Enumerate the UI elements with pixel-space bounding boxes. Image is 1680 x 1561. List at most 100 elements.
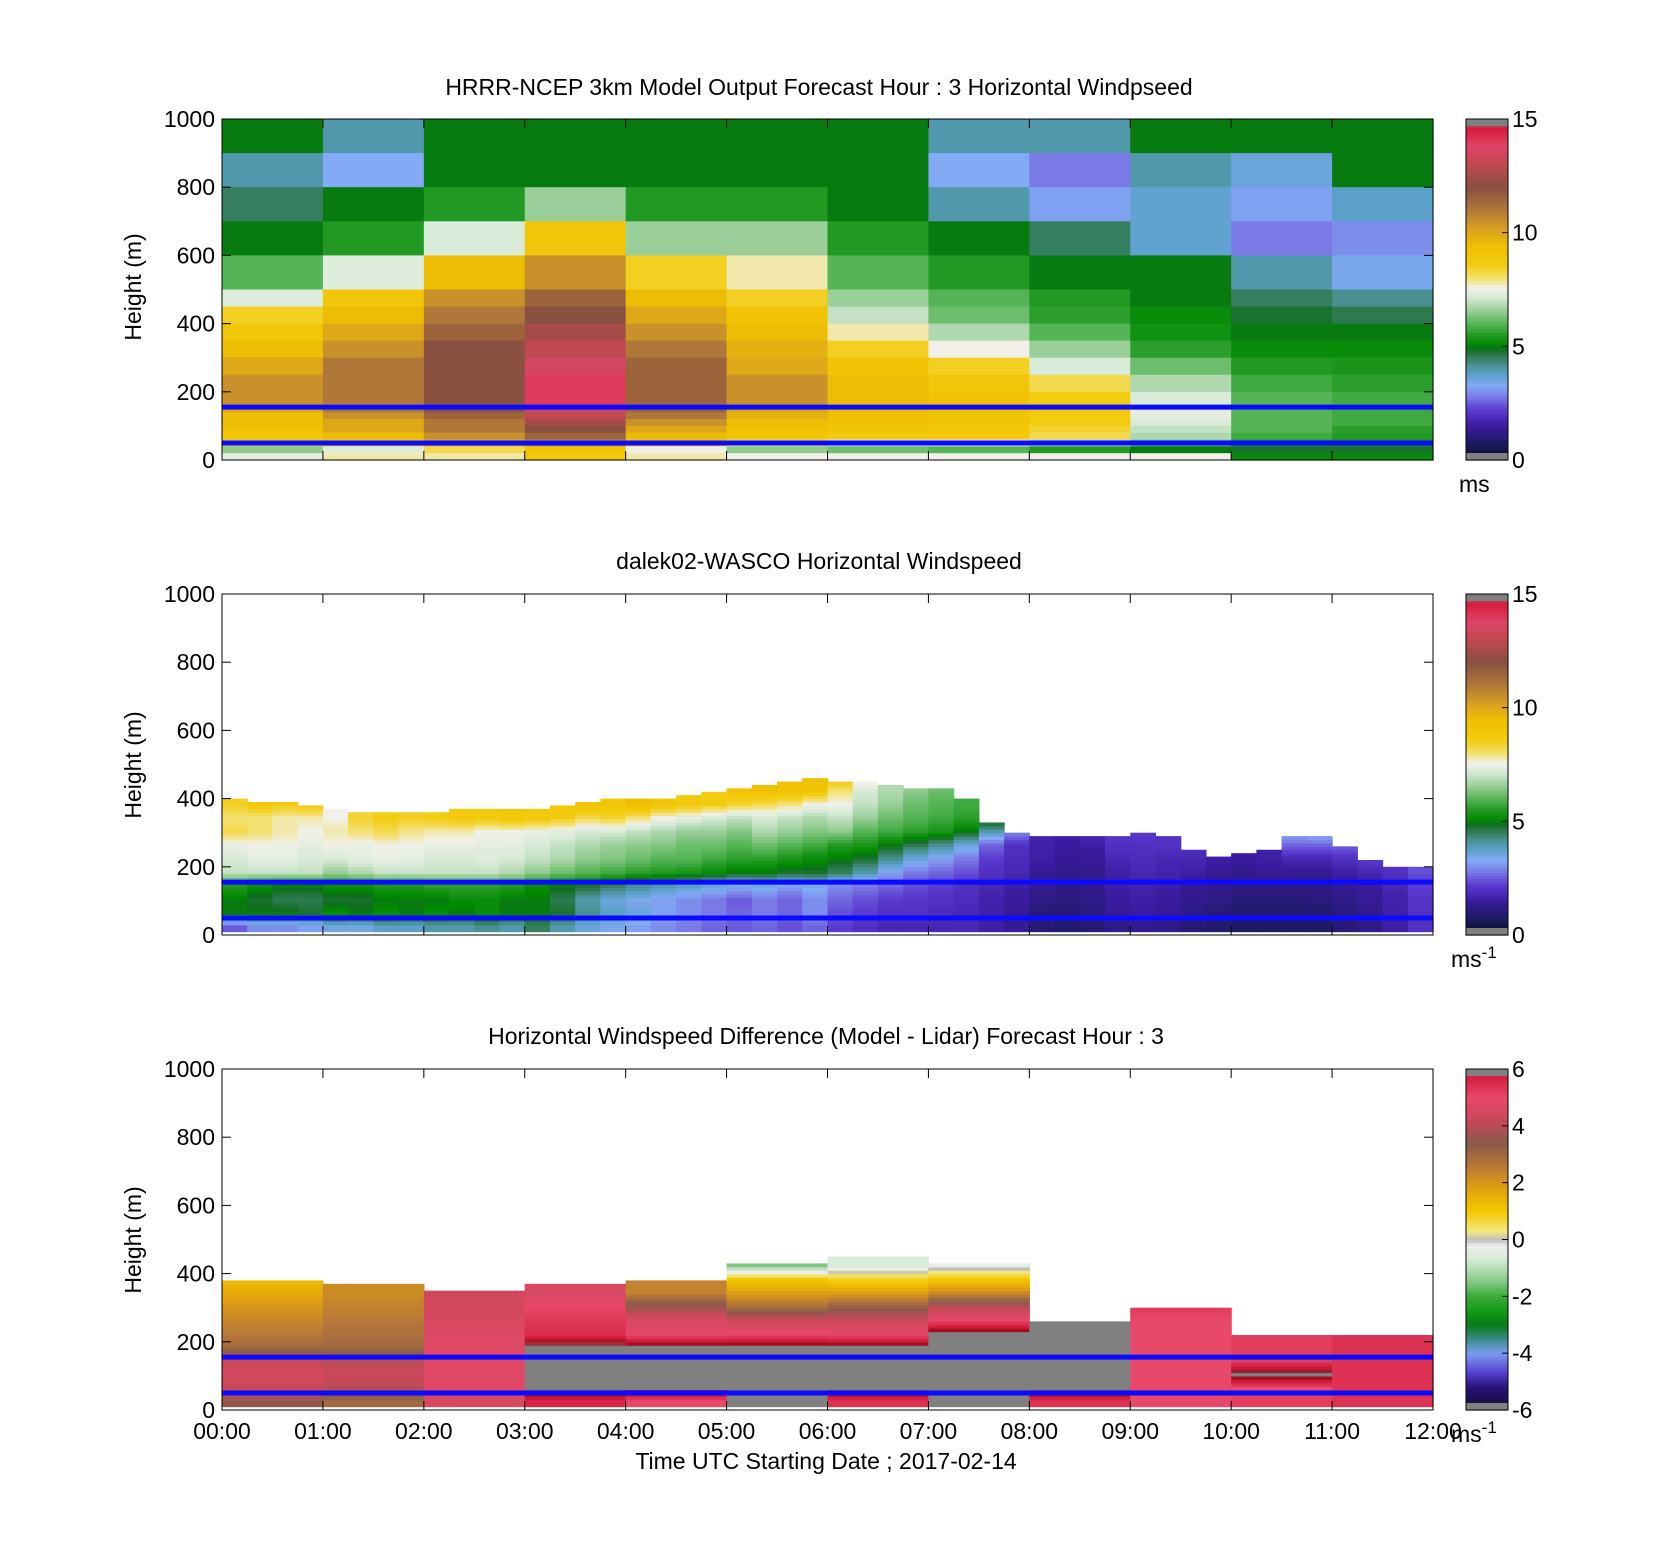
heatmap-cell	[1004, 849, 1030, 854]
heatmap-cell	[600, 897, 627, 902]
heatmap-cell	[928, 412, 1030, 420]
colorbar-segment	[1466, 821, 1508, 825]
heatmap-cell	[701, 883, 728, 888]
heatmap-cell	[222, 1379, 324, 1384]
heatmap-cell	[449, 836, 475, 841]
heatmap-cell	[322, 883, 349, 888]
colorbar-segment	[1466, 923, 1508, 928]
colorbar-segment	[1466, 1256, 1508, 1260]
heatmap-cell	[474, 883, 501, 888]
heatmap-cell	[1332, 911, 1358, 916]
heatmap-cell	[1054, 921, 1081, 926]
heatmap-cell	[322, 1365, 425, 1370]
heatmap-cell	[297, 808, 324, 813]
heatmap-cell	[322, 221, 425, 256]
heatmap-cell	[322, 1314, 425, 1319]
colorbar-segment	[1466, 1191, 1508, 1195]
colorbar-segment	[1466, 605, 1508, 609]
heatmap-cell	[726, 897, 753, 902]
heatmap-cell	[903, 791, 930, 796]
heatmap-cell	[398, 890, 425, 895]
heatmap-cell	[928, 1341, 1030, 1346]
colorbar-segment	[1466, 178, 1508, 183]
colorbar-segment	[1466, 1387, 1508, 1391]
colorbar-segment	[1466, 1282, 1508, 1286]
heatmap-cell	[827, 1338, 930, 1343]
heatmap-cell	[1130, 119, 1232, 154]
heatmap-cell	[423, 870, 450, 875]
heatmap-cell	[827, 829, 854, 834]
heatmap-cell	[928, 819, 955, 824]
heatmap-cell	[297, 890, 324, 895]
heatmap-cell	[322, 832, 349, 837]
heatmap-cell	[625, 907, 652, 912]
heatmap-cell	[600, 842, 627, 847]
heatmap-cell	[1155, 897, 1182, 902]
heatmap-cell	[928, 1297, 1030, 1302]
heatmap-cell	[1205, 921, 1232, 926]
heatmap-cell	[1105, 836, 1131, 841]
heatmap-cell	[1029, 1362, 1131, 1367]
heatmap-cell	[297, 911, 324, 916]
heatmap-cell	[373, 911, 400, 916]
heatmap-cell	[1332, 1338, 1434, 1343]
heatmap-cell	[247, 907, 274, 912]
colorbar-segment	[1466, 1171, 1508, 1175]
heatmap-cell	[928, 887, 955, 892]
heatmap-cell	[928, 187, 1030, 222]
heatmap-cell	[751, 812, 778, 817]
heatmap-cell	[247, 836, 274, 841]
heatmap-cell	[524, 1345, 627, 1350]
heatmap-cell	[1029, 928, 1056, 933]
heatmap-cell	[625, 1382, 728, 1387]
colorbar-segment	[1466, 434, 1508, 438]
heatmap-cell	[222, 846, 248, 851]
heatmap-cell	[1332, 928, 1358, 933]
heatmap-cell	[953, 870, 980, 875]
heatmap-cell	[726, 883, 753, 888]
colorbar-segment	[1466, 1188, 1508, 1192]
colorbar-segment	[1466, 863, 1508, 868]
heatmap-cell	[222, 1345, 324, 1350]
heatmap-cell	[701, 904, 728, 909]
heatmap-cell	[1130, 873, 1157, 878]
heatmap-cell	[953, 863, 980, 868]
colorbar-segment	[1466, 207, 1508, 211]
heatmap-cell	[1332, 853, 1358, 858]
heatmap-cell	[1205, 859, 1232, 864]
heatmap-cell	[625, 856, 652, 861]
heatmap-cell	[575, 873, 602, 878]
heatmap-cell	[1231, 1403, 1333, 1408]
heatmap-cell	[322, 1300, 425, 1305]
heatmap-cell	[524, 1386, 627, 1391]
heatmap-cell	[827, 795, 854, 800]
heatmap-cell	[322, 255, 425, 291]
colorbar-segment	[1466, 354, 1508, 359]
colorbar-segment	[1466, 733, 1508, 737]
heatmap-cell	[1382, 873, 1409, 878]
heatmap-cell	[953, 859, 980, 864]
colorbar-segment	[1466, 1259, 1508, 1263]
y-axis-label: Height (m)	[120, 711, 146, 818]
heatmap-cell	[222, 802, 248, 807]
heatmap-cell	[726, 1280, 829, 1285]
heatmap-cell	[322, 819, 349, 824]
heatmap-cell	[827, 1341, 930, 1346]
heatmap-cell	[449, 829, 475, 834]
colorbar-segment	[1466, 690, 1508, 695]
colorbar-segment	[1466, 306, 1508, 310]
heatmap-cell	[1079, 924, 1106, 929]
heatmap-cell	[1079, 911, 1106, 916]
heatmap-cell	[802, 842, 829, 847]
heatmap-cell	[676, 808, 702, 813]
heatmap-cell	[827, 1256, 930, 1261]
heatmap-cell	[928, 1270, 1030, 1275]
heatmap-cell	[1130, 1399, 1232, 1404]
heatmap-cell	[827, 340, 930, 359]
heatmap-cell	[701, 911, 728, 916]
colorbar-segment	[1466, 1242, 1508, 1246]
heatmap-cell	[751, 877, 778, 882]
heatmap-cell	[348, 812, 374, 817]
heatmap-cell	[1231, 357, 1333, 376]
heatmap-cell	[928, 1348, 1030, 1353]
